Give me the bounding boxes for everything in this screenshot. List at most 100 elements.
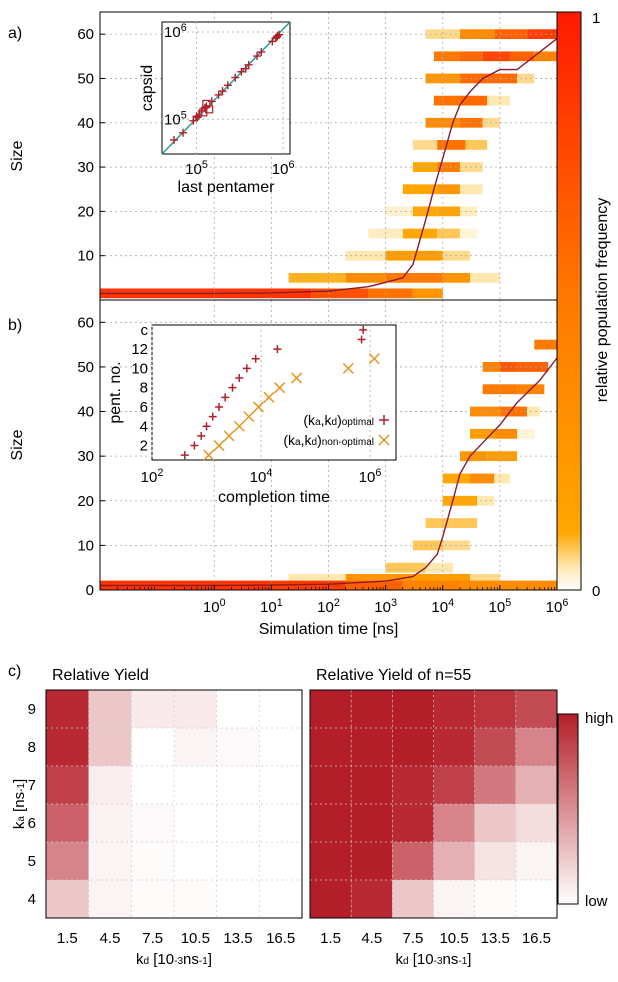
heat-cell <box>174 766 217 804</box>
heat-tile <box>509 51 535 62</box>
inset-a-open-point <box>202 99 211 108</box>
inset-b-point <box>252 401 265 413</box>
inset-b-x-label: completion time <box>218 489 330 506</box>
heat-tile <box>385 562 426 573</box>
heat-tile <box>459 451 488 462</box>
inset-b-point <box>273 345 282 354</box>
heat-cell <box>351 728 393 766</box>
heat-tile <box>433 95 460 106</box>
heat-cell <box>515 880 557 918</box>
inset-a-x-tick: 105 <box>185 159 208 178</box>
heat-tile <box>433 51 460 62</box>
heat-tile <box>494 428 518 439</box>
panel-c-relative-yield: Relative Yield 1.5 4.5 7.5 10.5 13.5 16.5 kd [1… <box>11 667 303 968</box>
heat-tile <box>437 184 460 195</box>
heat-cell <box>392 728 434 766</box>
heat-tile <box>517 362 549 372</box>
heat-cell <box>351 842 393 880</box>
heat-cell <box>46 804 89 842</box>
heat-cell <box>46 766 89 804</box>
x-tick-label: 106 <box>546 597 569 616</box>
heat-cell <box>392 842 434 880</box>
inset-b-point <box>242 364 251 373</box>
heat-cell <box>310 766 352 804</box>
inset-a-y-tick: 105 <box>164 109 187 128</box>
inset-b-legend-label: (ka,kd)non-optimal <box>283 432 374 448</box>
heat-tile <box>459 206 478 217</box>
inset-b-point <box>190 441 199 450</box>
heat-tile <box>437 162 460 172</box>
heat-cell <box>88 766 132 804</box>
heat-tile <box>311 288 369 299</box>
y-tick-label: 30 <box>77 448 94 465</box>
mean-size-curve <box>100 357 558 587</box>
inset-a-x-label: last pentamer <box>178 179 276 196</box>
inset-b-y-tick: 4 <box>140 418 148 435</box>
y-tick-label: 5 <box>28 853 36 870</box>
heat-cell <box>88 690 132 728</box>
x-tick-label: 13.5 <box>223 930 252 947</box>
colorbar-c-top: high <box>585 710 613 727</box>
inset-b-point <box>221 393 230 402</box>
heat-tile <box>487 451 518 462</box>
heat-cell <box>474 804 516 842</box>
y-tick-label: 6 <box>28 815 36 832</box>
inset-a-y-label: capsid <box>139 65 156 111</box>
heat-cell <box>474 728 516 766</box>
y-tick-label: 8 <box>28 739 36 756</box>
inset-a-point <box>257 47 266 56</box>
inset-b-point <box>263 391 275 403</box>
x-tick-label: 4.5 <box>100 930 121 947</box>
heat-tile <box>425 29 460 40</box>
inset-a-point <box>179 128 188 137</box>
y-tick-label: 10 <box>77 248 94 265</box>
heat-tile <box>459 184 483 195</box>
heat-tile <box>534 339 557 350</box>
inset-b-x-tick: 102 <box>141 467 164 486</box>
mean-size-curve <box>100 38 558 295</box>
inset-a-point <box>214 90 223 99</box>
inset-b-x-tick: 104 <box>250 467 273 486</box>
colorbar-ab-gradient <box>556 11 582 591</box>
x-tick-label: 10.5 <box>439 930 468 947</box>
x-tick-label: 103 <box>374 597 397 616</box>
heat-cell <box>474 842 516 880</box>
heat-cell <box>216 842 260 880</box>
heat-tile <box>527 406 540 417</box>
x-tick-label: 100 <box>203 597 226 616</box>
inset-b-point <box>202 422 211 431</box>
heat-cell <box>515 728 557 766</box>
panel-c-relative-yield-n55: Relative Yield of n=55 1.5 4.5 7.5 10.5 13.5 1… <box>309 667 558 968</box>
heat-tile <box>442 272 471 283</box>
x-axis-label: kd [10-3ns-1] <box>136 951 212 968</box>
heat-tile <box>345 272 386 283</box>
colorbar-c-gradient <box>557 713 579 905</box>
inset-b-point <box>213 440 225 452</box>
heat-cell <box>88 880 132 918</box>
panel-label-a: a) <box>8 25 22 42</box>
heat-cell <box>259 842 302 880</box>
heat-tile <box>527 29 557 40</box>
inset-b-point <box>342 362 354 374</box>
x-tick-label: 101 <box>260 597 283 616</box>
y-tick-label: 30 <box>77 159 94 176</box>
heat-tile <box>487 73 518 84</box>
y-axis-label: ka [ns-1] <box>11 779 28 829</box>
inset-b-point <box>235 374 244 383</box>
heat-cell <box>351 880 393 918</box>
heat-tile <box>412 540 443 551</box>
heatmap-frame <box>309 689 558 919</box>
inset-b-point <box>197 431 206 440</box>
heat-tile <box>517 428 535 439</box>
heatmap-title: Relative Yield <box>52 667 149 684</box>
inset-a-point <box>207 97 216 106</box>
inset-b-point <box>357 335 366 344</box>
heat-cell <box>351 804 393 842</box>
panel-label-b: b) <box>8 317 22 334</box>
heat-tile <box>412 250 443 261</box>
x-tick-label: 1.5 <box>57 930 78 947</box>
x-tick-label: 13.5 <box>481 930 510 947</box>
inset-b-legend-marker <box>378 434 390 446</box>
inset-a-point <box>223 81 232 90</box>
